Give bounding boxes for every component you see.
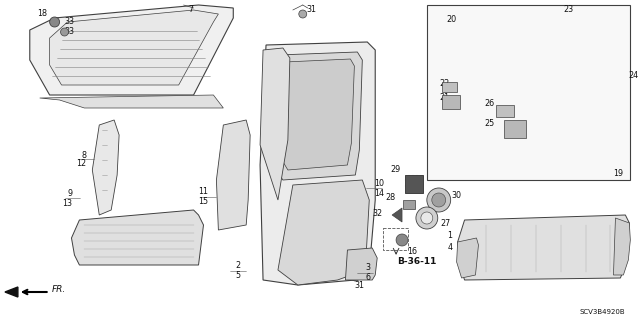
Polygon shape [458, 215, 629, 280]
Polygon shape [260, 42, 375, 285]
Text: 29: 29 [391, 165, 401, 174]
Text: 23: 23 [564, 5, 574, 14]
Circle shape [61, 28, 68, 36]
Circle shape [351, 271, 360, 281]
Polygon shape [72, 210, 204, 265]
Circle shape [87, 101, 92, 105]
Text: 31: 31 [307, 5, 317, 14]
Polygon shape [30, 5, 233, 95]
Text: 5: 5 [236, 271, 241, 279]
Bar [497, 105, 514, 117]
Polygon shape [92, 120, 119, 215]
Polygon shape [278, 180, 369, 285]
Text: SCV3B4920B: SCV3B4920B [580, 309, 625, 315]
Text: FR.: FR. [52, 286, 66, 294]
Text: 19: 19 [613, 168, 623, 177]
Text: 31: 31 [355, 280, 364, 290]
Text: 8: 8 [81, 151, 86, 160]
Polygon shape [273, 52, 362, 180]
Text: 28: 28 [385, 194, 395, 203]
Bar [403, 200, 415, 209]
Circle shape [187, 101, 191, 105]
Text: 20: 20 [447, 16, 456, 25]
Polygon shape [614, 218, 630, 275]
Text: 22: 22 [440, 79, 450, 88]
Text: 27: 27 [441, 219, 451, 228]
Polygon shape [5, 287, 18, 297]
Text: 26: 26 [484, 99, 494, 108]
Text: 7: 7 [188, 4, 193, 13]
Text: 18: 18 [38, 10, 47, 19]
Circle shape [137, 101, 141, 105]
Text: 25: 25 [484, 118, 494, 128]
Circle shape [50, 17, 60, 27]
Circle shape [112, 101, 116, 105]
Polygon shape [436, 14, 459, 42]
Circle shape [162, 101, 166, 105]
Text: 15: 15 [198, 197, 209, 206]
Bar [383, 228, 408, 250]
Circle shape [421, 212, 433, 224]
Polygon shape [260, 48, 290, 200]
Text: 33: 33 [65, 18, 74, 26]
Circle shape [432, 193, 445, 207]
Bar [504, 120, 526, 138]
Text: B-36-11: B-36-11 [397, 257, 436, 266]
Polygon shape [280, 59, 355, 170]
Text: 2: 2 [236, 262, 241, 271]
Bar [427, 5, 630, 180]
Text: 13: 13 [63, 198, 72, 207]
Text: 33: 33 [65, 27, 74, 36]
Text: 3: 3 [365, 263, 371, 272]
Circle shape [299, 10, 307, 18]
Bar [405, 175, 423, 193]
Polygon shape [392, 208, 402, 222]
Circle shape [396, 234, 408, 246]
Polygon shape [436, 13, 571, 150]
Text: 10: 10 [374, 179, 384, 188]
Text: 14: 14 [374, 189, 384, 197]
Polygon shape [346, 248, 377, 280]
Bar [442, 82, 456, 92]
Text: 11: 11 [198, 188, 209, 197]
Text: 1: 1 [447, 231, 452, 240]
Polygon shape [40, 95, 223, 108]
Polygon shape [456, 238, 479, 278]
Circle shape [416, 207, 438, 229]
Text: 16: 16 [407, 248, 417, 256]
Polygon shape [216, 120, 250, 230]
Bar [442, 95, 460, 109]
Text: 32: 32 [372, 209, 382, 218]
Text: 9: 9 [67, 189, 72, 197]
Text: 4: 4 [447, 242, 452, 251]
Text: 6: 6 [365, 273, 371, 283]
Circle shape [427, 188, 451, 212]
Text: 21: 21 [440, 93, 450, 101]
Text: 24: 24 [628, 70, 639, 79]
Text: 30: 30 [452, 191, 461, 201]
Polygon shape [50, 10, 218, 85]
Text: 12: 12 [76, 159, 86, 167]
Polygon shape [573, 14, 625, 168]
